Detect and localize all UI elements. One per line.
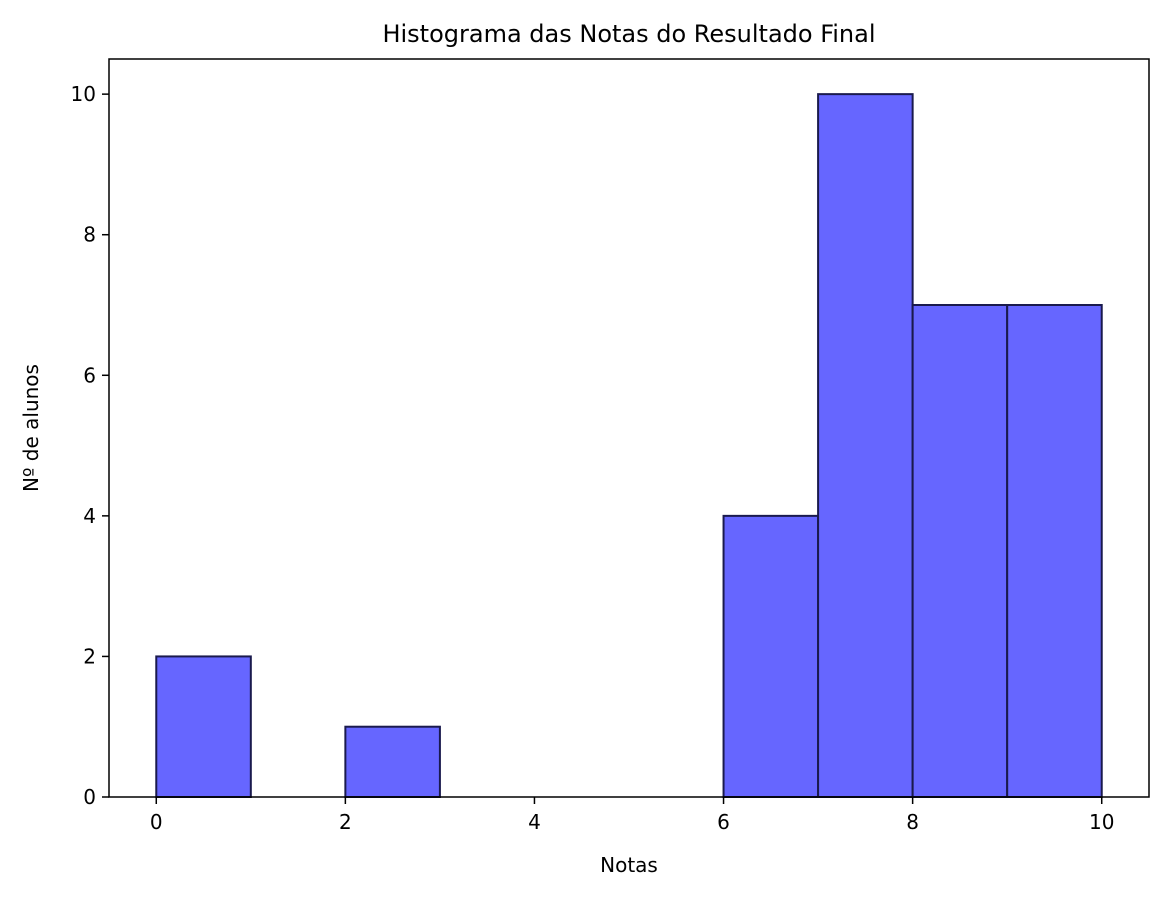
histogram-bar-0-1: [155, 655, 252, 799]
x-tick-label: 2: [339, 810, 352, 834]
y-tick-label: 0: [83, 785, 96, 809]
x-tick-label: 4: [528, 810, 541, 834]
y-tick-label: 8: [83, 223, 96, 247]
y-axis-label: Nº de alunos: [19, 364, 43, 492]
y-tick-label: 2: [83, 644, 96, 668]
bars-group: [155, 93, 1103, 799]
x-axis-label: Notas: [600, 853, 658, 877]
histogram-bar-2-3: [344, 725, 441, 799]
histogram-bar-9-10: [1006, 304, 1103, 798]
histogram-bar-7-8: [817, 93, 914, 798]
x-axis-ticks: 0 2 4 6 8 10: [150, 797, 1114, 834]
chart-title: Histograma das Notas do Resultado Final: [382, 20, 875, 48]
x-tick-label: 0: [150, 810, 163, 834]
histogram-bar-6-7: [722, 514, 820, 798]
x-tick-label: 8: [906, 810, 919, 834]
y-tick-label: 10: [71, 82, 96, 106]
y-axis-ticks: 0 2 4 6 8 10: [71, 82, 109, 809]
y-tick-label: 4: [83, 504, 96, 528]
x-tick-label: 6: [717, 810, 730, 834]
plot-frame: [108, 58, 1150, 798]
y-tick-label: 6: [83, 363, 96, 387]
x-tick-label: 10: [1089, 810, 1114, 834]
histogram-bar-8-9: [911, 304, 1009, 798]
